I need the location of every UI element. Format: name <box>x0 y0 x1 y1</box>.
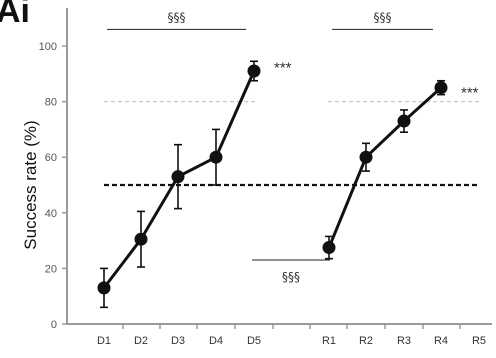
x-tick-label: D2 <box>134 335 148 347</box>
y-axis-label: Success rate (%) <box>21 120 40 249</box>
data-point <box>134 232 148 246</box>
data-point <box>322 241 336 255</box>
y-tick-label: 80 <box>45 97 57 109</box>
significance-label: §§§ <box>374 10 392 24</box>
data-point <box>171 170 185 184</box>
significance-label: §§§ <box>282 270 300 284</box>
y-tick-label: 0 <box>51 319 57 331</box>
x-tick-label: R1 <box>322 335 336 347</box>
significance-label: §§§ <box>168 10 186 24</box>
panel-label: Ai <box>0 0 30 30</box>
x-tick-label: R2 <box>359 335 373 347</box>
y-tick-label: 40 <box>45 208 57 220</box>
y-tick-label: 100 <box>39 41 57 53</box>
series-line-2 <box>327 86 443 249</box>
significance-stars: *** <box>274 60 292 77</box>
significance-stars: *** <box>461 85 479 102</box>
x-tick-label: R3 <box>397 335 411 347</box>
x-tick-label: D3 <box>171 335 185 347</box>
x-tick-label: D4 <box>209 335 223 347</box>
data-point <box>247 64 261 78</box>
x-tick-label: D5 <box>247 335 261 347</box>
x-tick-label: R4 <box>434 335 448 347</box>
y-tick-label: 60 <box>45 152 57 164</box>
data-point <box>434 81 448 95</box>
data-point <box>359 150 373 164</box>
x-tick-label: D1 <box>97 335 111 347</box>
data-point <box>97 281 111 295</box>
data-point <box>209 150 223 164</box>
y-tick-label: 20 <box>45 263 57 275</box>
data-point <box>397 114 411 128</box>
x-tick-label: R5 <box>472 335 486 347</box>
